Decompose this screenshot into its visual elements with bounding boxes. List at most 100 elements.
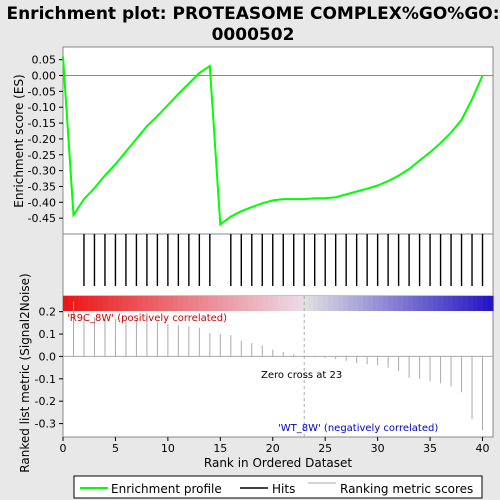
heat-bar-cell bbox=[173, 296, 179, 311]
metric-y-ticks: 0.2 0.1 0.0 -0.1 -0.2 -0.3 bbox=[35, 306, 63, 431]
heat-bar-cell bbox=[263, 296, 269, 311]
heat-bar-cell bbox=[73, 296, 79, 311]
heat-bar-cell bbox=[118, 296, 124, 311]
heat-bar-cell bbox=[373, 296, 379, 311]
ranking-heat-bar bbox=[63, 296, 494, 311]
heat-bar-cell bbox=[103, 296, 109, 311]
heat-bar-cell bbox=[148, 296, 154, 311]
heat-bar-cell bbox=[203, 296, 209, 311]
negative-correlation-label: 'WT_8W' (negatively correlated) bbox=[278, 423, 438, 434]
metric-y-tick-label: -0.2 bbox=[35, 395, 56, 408]
heat-bar-cell bbox=[208, 296, 214, 311]
metric-y-tick-label: 0.1 bbox=[39, 328, 57, 341]
metric-y-tick-label: 0.2 bbox=[39, 306, 57, 319]
heat-bar-cell bbox=[88, 296, 94, 311]
es-y-tick-label: 0.00 bbox=[32, 70, 57, 83]
metric-y-tick-label: -0.3 bbox=[35, 418, 56, 431]
heat-bar-cell bbox=[488, 296, 494, 311]
heat-bar-cell bbox=[298, 296, 304, 311]
heat-bar-cell bbox=[378, 296, 384, 311]
es-y-tick-label: -0.30 bbox=[28, 165, 56, 178]
heat-bar-cell bbox=[348, 296, 354, 311]
x-axis-ticks: 0 5 10 15 20 25 30 35 40 bbox=[60, 437, 490, 455]
heat-bar-cell bbox=[313, 296, 319, 311]
heat-bar-cell bbox=[338, 296, 344, 311]
heat-bar-cell bbox=[473, 296, 479, 311]
x-tick-label: 30 bbox=[371, 442, 385, 455]
heat-bar-cell bbox=[233, 296, 239, 311]
metric-y-axis-title: Ranked list metric (Signal2Noise) bbox=[18, 273, 32, 472]
es-y-ticks: 0.05 0.00 -0.05 -0.10 -0.15 -0.20 -0.25 -0.30 -0… bbox=[28, 54, 63, 225]
es-y-tick-label: -0.40 bbox=[28, 196, 56, 209]
heat-bar-cell bbox=[168, 296, 174, 311]
heat-bar-cell bbox=[333, 296, 339, 311]
es-y-tick-label: 0.05 bbox=[32, 54, 57, 67]
heat-bar-cell bbox=[278, 296, 284, 311]
heat-bar-cell bbox=[478, 296, 484, 311]
heat-bar-cell bbox=[193, 296, 199, 311]
x-tick-label: 10 bbox=[161, 442, 175, 455]
heat-bar-cell bbox=[368, 296, 374, 311]
heat-bar-cell bbox=[418, 296, 424, 311]
heat-bar-cell bbox=[328, 296, 334, 311]
x-tick-label: 5 bbox=[112, 442, 119, 455]
heat-bar-cell bbox=[198, 296, 204, 311]
heat-bar-cell bbox=[408, 296, 414, 311]
heat-bar-cell bbox=[468, 296, 474, 311]
heat-bar-cell bbox=[428, 296, 434, 311]
heat-bar-cell bbox=[98, 296, 104, 311]
x-axis-title: Rank in Ordered Dataset bbox=[204, 456, 352, 470]
heat-bar-cell bbox=[133, 296, 139, 311]
heat-bar-cell bbox=[383, 296, 389, 311]
heat-bar-cell bbox=[223, 296, 229, 311]
heat-bar-cell bbox=[143, 296, 149, 311]
heat-bar-cell bbox=[403, 296, 409, 311]
heat-bar-cell bbox=[228, 296, 234, 311]
metric-y-tick-label: 0.0 bbox=[39, 350, 57, 363]
heat-bar-cell bbox=[413, 296, 419, 311]
x-tick-label: 40 bbox=[476, 442, 490, 455]
legend-metric-label: Ranking metric scores bbox=[340, 482, 473, 496]
heat-bar-cell bbox=[258, 296, 264, 311]
x-tick-label: 0 bbox=[60, 442, 67, 455]
heat-bar-cell bbox=[253, 296, 259, 311]
chart-title-line2: 0000502 bbox=[212, 25, 295, 45]
heat-bar-cell bbox=[93, 296, 99, 311]
legend-hits-label: Hits bbox=[272, 482, 295, 496]
heat-bar-cell bbox=[443, 296, 449, 311]
es-y-tick-label: -0.25 bbox=[28, 149, 56, 162]
x-tick-label: 15 bbox=[213, 442, 227, 455]
legend-box bbox=[73, 475, 483, 499]
heat-bar-cell bbox=[213, 296, 219, 311]
heat-bar-cell bbox=[163, 296, 169, 311]
heat-bar-cell bbox=[448, 296, 454, 311]
hits-panel bbox=[62, 233, 494, 297]
es-y-tick-label: -0.05 bbox=[28, 85, 56, 98]
heat-bar-cell bbox=[283, 296, 289, 311]
x-tick-label: 35 bbox=[423, 442, 437, 455]
heat-bar-cell bbox=[288, 296, 294, 311]
metric-bars bbox=[63, 296, 493, 437]
es-y-tick-label: -0.10 bbox=[28, 101, 56, 114]
heat-bar-cell bbox=[83, 296, 89, 311]
heat-bar-cell bbox=[483, 296, 489, 311]
heat-bar-cell bbox=[128, 296, 134, 311]
es-y-tick-label: -0.20 bbox=[28, 133, 56, 146]
es-y-axis-title: Enrichment score (ES) bbox=[12, 74, 26, 207]
heat-bar-cell bbox=[78, 296, 84, 311]
heat-bar-cell bbox=[353, 296, 359, 311]
heat-bar-cell bbox=[303, 296, 309, 311]
heat-bar-cell bbox=[268, 296, 274, 311]
heat-bar-cell bbox=[113, 296, 119, 311]
heat-bar-cell bbox=[393, 296, 399, 311]
heat-bar-cell bbox=[358, 296, 364, 311]
heat-bar-cell bbox=[188, 296, 194, 311]
heat-bar-cell bbox=[243, 296, 249, 311]
metric-panel bbox=[62, 295, 494, 438]
heat-bar-cell bbox=[153, 296, 159, 311]
es-curve bbox=[62, 56, 484, 227]
heat-bar-cell bbox=[398, 296, 404, 311]
es-y-tick-label: -0.35 bbox=[28, 180, 56, 193]
heat-bar-cell bbox=[293, 296, 299, 311]
